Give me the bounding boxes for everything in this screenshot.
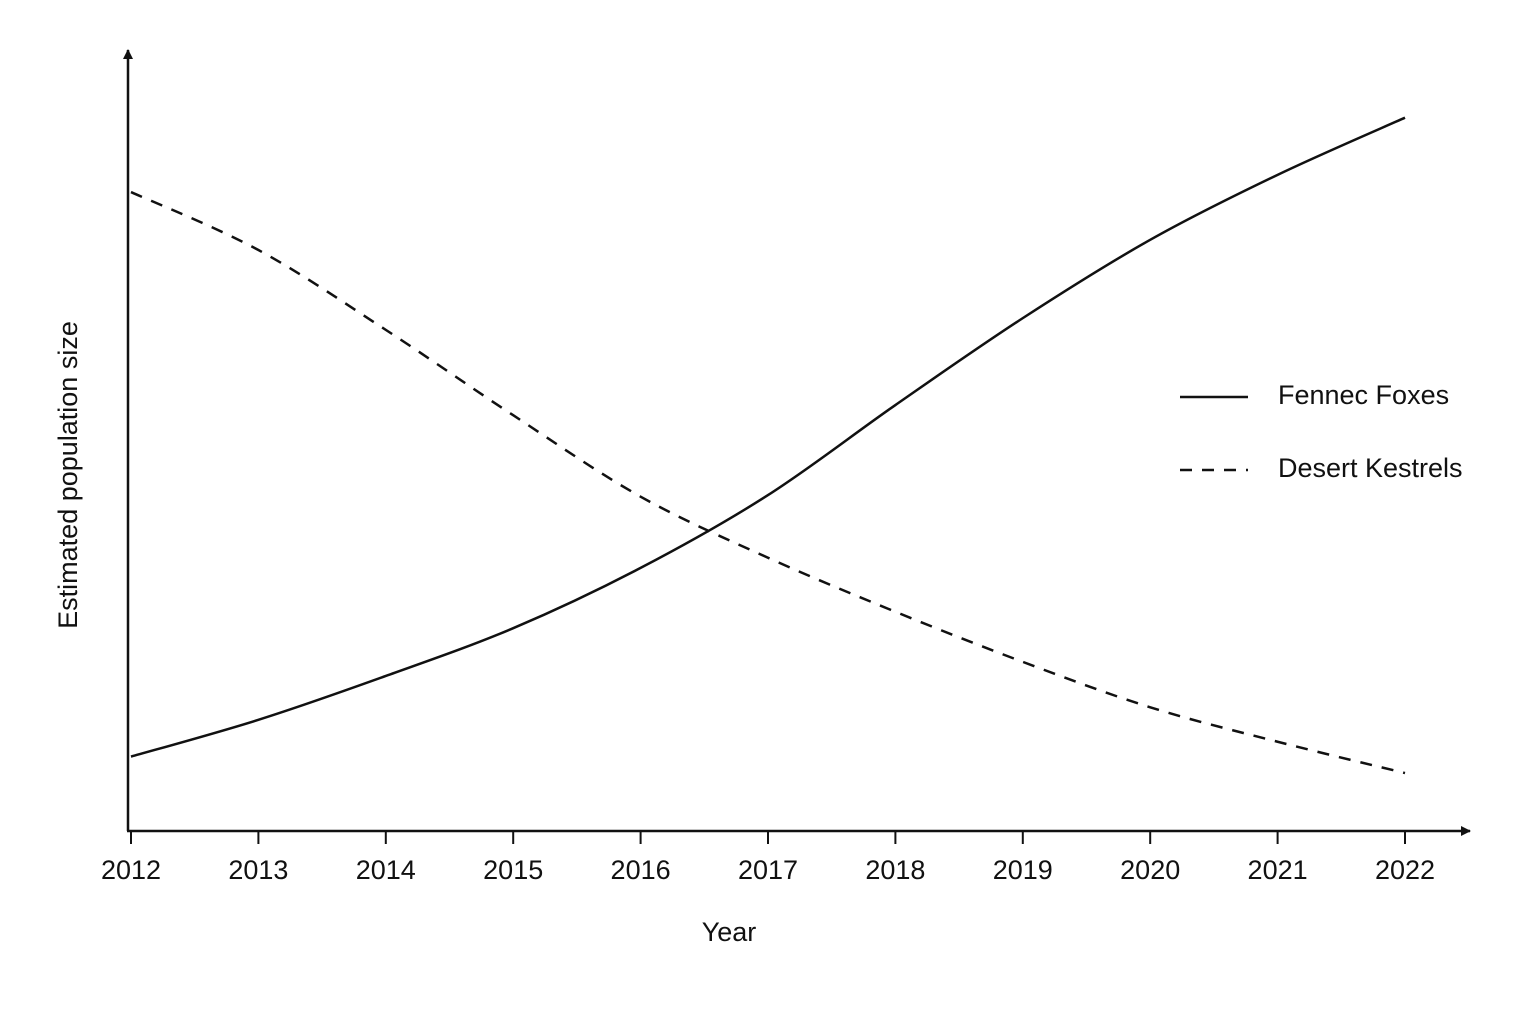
legend-label: Desert Kestrels (1278, 453, 1463, 483)
x-tick-label: 2012 (101, 855, 161, 885)
x-tick-label: 2015 (483, 855, 543, 885)
x-tick-label: 2017 (738, 855, 798, 885)
x-tick-label: 2022 (1375, 855, 1435, 885)
legend-label: Fennec Foxes (1278, 380, 1449, 410)
y-axis-label: Estimated population size (53, 321, 83, 629)
x-tick-label: 2018 (865, 855, 925, 885)
x-tick-label: 2020 (1120, 855, 1180, 885)
x-tick-label: 2014 (356, 855, 416, 885)
line-series (130, 190, 1406, 775)
x-tick-label: 2016 (611, 855, 671, 885)
x-tick-label: 2013 (228, 855, 288, 885)
x-tick-label: 2021 (1248, 855, 1308, 885)
x-axis-label: Year (702, 917, 757, 947)
line-series (130, 116, 1406, 758)
x-tick-label: 2019 (993, 855, 1053, 885)
